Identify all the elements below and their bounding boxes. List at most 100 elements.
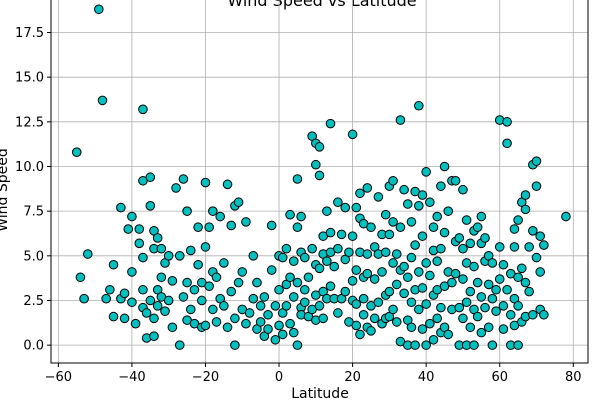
data-point	[369, 274, 380, 284]
chart-title: Wind Speed vs Latitude	[227, 0, 416, 10]
data-point	[119, 288, 130, 299]
data-point	[351, 202, 362, 213]
data-point	[178, 174, 189, 184]
data-point	[252, 277, 262, 288]
data-point	[163, 295, 174, 306]
data-point	[197, 295, 207, 306]
plot-frame	[50, 0, 589, 364]
data-point	[414, 267, 424, 277]
data-point	[369, 313, 380, 324]
data-point	[505, 309, 516, 320]
data-point	[513, 215, 523, 225]
data-point	[182, 206, 192, 216]
data-point	[366, 222, 376, 233]
data-point	[71, 147, 82, 158]
data-point	[322, 256, 332, 266]
data-point	[336, 229, 347, 240]
data-point	[458, 184, 468, 195]
data-point	[134, 238, 145, 249]
data-point	[292, 340, 303, 350]
x-tick-label: 80	[565, 370, 582, 385]
data-point	[561, 211, 571, 222]
data-point	[395, 115, 406, 125]
data-point	[465, 286, 476, 297]
data-point	[101, 293, 111, 304]
data-point	[145, 295, 156, 306]
y-axis-ticks: 0.0 2.5 5.0 7.5 10.0 12.5 15.0 17.5	[15, 26, 51, 354]
data-point	[458, 243, 468, 254]
data-point	[520, 204, 531, 215]
data-point	[248, 293, 259, 304]
data-point	[325, 281, 336, 291]
data-point	[230, 340, 240, 350]
data-point	[152, 301, 163, 311]
data-point	[502, 284, 512, 295]
data-point	[439, 161, 450, 172]
data-point	[414, 100, 424, 111]
x-tick-label: 0	[275, 370, 283, 385]
data-point	[277, 252, 288, 263]
data-point	[230, 313, 240, 324]
y-tick-label: 2.5	[23, 294, 44, 309]
data-point	[480, 233, 490, 243]
data-point	[314, 142, 325, 152]
data-point	[358, 293, 369, 304]
data-point	[421, 167, 431, 177]
data-point	[299, 284, 310, 295]
data-point	[174, 251, 185, 261]
y-tick-label: 5.0	[23, 249, 44, 264]
data-point	[406, 297, 417, 308]
data-point	[208, 206, 218, 216]
data-point	[322, 206, 332, 216]
data-point	[351, 299, 362, 309]
data-point	[185, 304, 196, 315]
data-point	[340, 202, 351, 213]
data-point	[248, 251, 259, 261]
data-point	[222, 179, 233, 190]
data-point	[193, 259, 203, 270]
data-point	[270, 334, 281, 345]
data-point	[391, 279, 402, 290]
data-point	[355, 329, 365, 340]
data-point	[494, 242, 505, 252]
data-point	[314, 263, 325, 274]
data-point	[502, 117, 512, 127]
data-point	[535, 267, 545, 277]
data-point	[219, 258, 229, 268]
data-point	[362, 249, 373, 259]
data-point	[241, 318, 251, 329]
data-point	[421, 258, 431, 268]
data-point	[292, 174, 303, 184]
data-point	[439, 227, 450, 238]
data-point	[454, 233, 465, 243]
data-point	[402, 199, 413, 209]
data-point	[127, 211, 137, 222]
data-point	[292, 222, 303, 233]
data-point	[141, 308, 152, 318]
data-point	[325, 118, 336, 129]
data-point	[219, 301, 229, 311]
data-point	[288, 292, 299, 302]
data-point	[292, 277, 303, 288]
data-point	[391, 317, 402, 327]
data-point	[498, 301, 509, 311]
data-point	[127, 297, 137, 308]
data-point	[138, 104, 148, 115]
x-tick-label: −20	[192, 370, 219, 385]
data-point	[138, 284, 148, 295]
data-point	[491, 284, 501, 295]
data-point	[123, 224, 134, 234]
data-point	[483, 279, 494, 290]
data-point	[362, 183, 373, 193]
data-point	[344, 247, 354, 258]
data-point	[156, 272, 167, 283]
data-point	[428, 334, 439, 345]
data-point	[318, 313, 328, 324]
data-point	[436, 302, 446, 313]
data-point	[520, 277, 531, 288]
data-point	[266, 265, 277, 275]
data-point	[211, 272, 222, 283]
data-point	[116, 202, 126, 213]
data-point	[244, 308, 255, 318]
data-point	[255, 301, 266, 311]
